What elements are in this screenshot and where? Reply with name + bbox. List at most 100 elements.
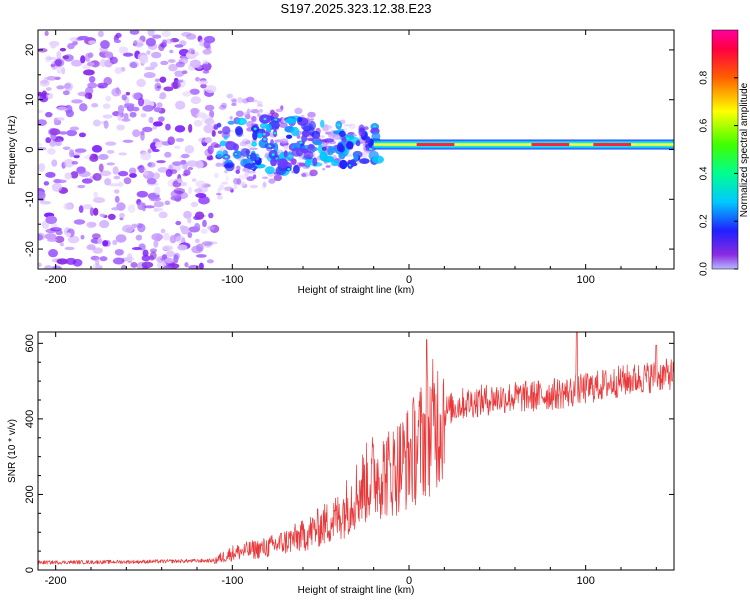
spectrogram-signal-blob (304, 158, 311, 168)
spectrogram-signal-core (271, 153, 275, 156)
spectrogram-signal-core (240, 120, 244, 123)
spectrogram-noise-blob (204, 104, 215, 111)
spectrogram-noise-blob (124, 103, 135, 107)
spectrogram-noise-blob (140, 132, 145, 141)
spectrogram-signal-core (369, 147, 373, 151)
spectrogram-noise-blob (136, 190, 149, 198)
spectrogram-noise-blob (38, 262, 42, 268)
spectrogram-noise-blob (147, 161, 156, 168)
spectrogram-noise-blob (143, 171, 149, 176)
spectrogram-noise-blob (38, 233, 44, 241)
spectrogram-noise-blob (203, 40, 211, 49)
spectrogram-noise-blob (262, 181, 267, 188)
spectrogram-noise-blob (153, 207, 159, 213)
spectrogram-signal-blob (320, 119, 325, 128)
spectrogram-noise-blob (168, 63, 178, 72)
spectrogram-noise-blob (201, 64, 210, 69)
spectrogram-noise-blob (180, 159, 187, 165)
spectrogram-noise-blob (99, 213, 106, 218)
spectrogram-noise-blob (280, 138, 289, 144)
spectrogram-signal-blob (275, 165, 287, 176)
spectrogram-noise-blob (86, 62, 95, 67)
spectrogram-noise-blob (190, 96, 202, 105)
spectrogram-noise-blob (117, 170, 129, 177)
spectrogram-signal-blob (257, 132, 263, 139)
spectrogram-signal-blob (339, 145, 345, 153)
spectrogram-noise-blob (49, 40, 60, 47)
spectrogram-noise-blob (45, 215, 58, 225)
carrier-peak (416, 143, 437, 147)
spectrogram-noise-blob (142, 249, 149, 257)
spectrogram-noise-blob (88, 76, 96, 83)
spectrogram-noise-blob (82, 204, 93, 210)
spectrogram-signal-blob (285, 117, 297, 124)
spectrogram-noise-blob (99, 256, 108, 262)
spectrogram-noise-blob (84, 92, 93, 99)
spectrogram-noise-blob (251, 139, 258, 143)
spectrogram-signal-core (263, 138, 267, 141)
spectrogram-noise-blob (45, 87, 52, 91)
snr-y-axis: 0 200 400 600 (24, 334, 674, 573)
spectrogram-noise-blob (93, 191, 99, 199)
spectrogram-noise-blob (154, 141, 163, 148)
spectrogram-noise-blob (194, 238, 200, 244)
spectrogram-signal-core (273, 131, 277, 135)
spectrogram-noise-blob (217, 187, 221, 193)
carrier-peak (531, 143, 552, 147)
spectrogram-noise-blob (51, 265, 63, 269)
spectrogram-noise-blob (201, 241, 213, 246)
colorbar-tick-label: 0.4 (699, 166, 710, 180)
spectrogram-noise-blob (256, 104, 264, 107)
spectrogram-noise-blob (151, 51, 162, 59)
spectrogram-noise-blob (114, 67, 123, 75)
spectrogram-noise-blob (86, 244, 96, 251)
spectrogram-noise-blob (71, 160, 79, 165)
spectrogram-noise-blob (249, 99, 258, 103)
spectrogram-noise-blob (98, 153, 109, 161)
spectrogram-noise-blob (103, 120, 109, 129)
spectrogram-signal-blob (244, 163, 255, 169)
spectrogram-noise-blob (49, 227, 62, 232)
spectrogram-noise-blob (51, 159, 58, 167)
spectrogram-noise-blob (233, 177, 239, 185)
spectrogram-noise-blob (56, 117, 65, 121)
spectrogram-noise-blob (172, 161, 183, 166)
spectrogram-noise-blob (240, 181, 246, 187)
spectrogram-signal-core (337, 123, 341, 127)
spectrogram-noise-blob (83, 69, 95, 76)
spectrogram-noise-blob (91, 145, 103, 153)
spectrogram-noise-blob (89, 154, 99, 162)
spectrogram-noise-blob (39, 200, 52, 205)
spectrogram-noise-blob (360, 151, 368, 159)
spectrogram-noise-blob (194, 211, 205, 220)
spectrogram-signal-blob (312, 157, 318, 167)
spectrogram-noise-blob (198, 80, 209, 85)
spectrogram-noise-blob (66, 129, 78, 137)
spectrogram-signal-blob (219, 140, 227, 147)
spectrogram-noise-blob (45, 92, 54, 100)
spectrogram-noise-blob (219, 146, 226, 152)
spectrogram-noise-blob (207, 225, 216, 231)
spectrogram-signal-core (268, 144, 272, 148)
spectrogram-noise-blob (121, 118, 131, 122)
spectrogram-signal-blob (331, 159, 340, 166)
spectrogram-noise-blob (45, 111, 53, 118)
spectrogram-noise-blob (246, 96, 255, 103)
spectrogram-noise-blob (252, 174, 257, 179)
spectrogram-noise-blob (193, 222, 201, 232)
spectrogram-noise-blob (43, 181, 50, 186)
spectrogram-noise-blob (162, 245, 174, 251)
spectrogram-noise-blob (79, 103, 88, 112)
spectrogram-noise-blob (135, 234, 143, 241)
spectrogram-signal-blob (355, 140, 361, 147)
spectrogram-signal-blob (245, 148, 250, 156)
spectrogram-noise-blob (97, 30, 104, 38)
spectrogram-noise-blob (187, 48, 195, 55)
spectrogram-noise-blob (152, 121, 163, 127)
spectrogram-noise-blob (187, 186, 193, 195)
spectrogram-noise-blob (136, 78, 146, 88)
spectrogram-noise-blob (256, 100, 263, 106)
spectrogram-noise-blob (244, 171, 249, 178)
spectrogram-noise-blob (198, 196, 210, 205)
spectrogram-noise-blob (153, 172, 161, 180)
